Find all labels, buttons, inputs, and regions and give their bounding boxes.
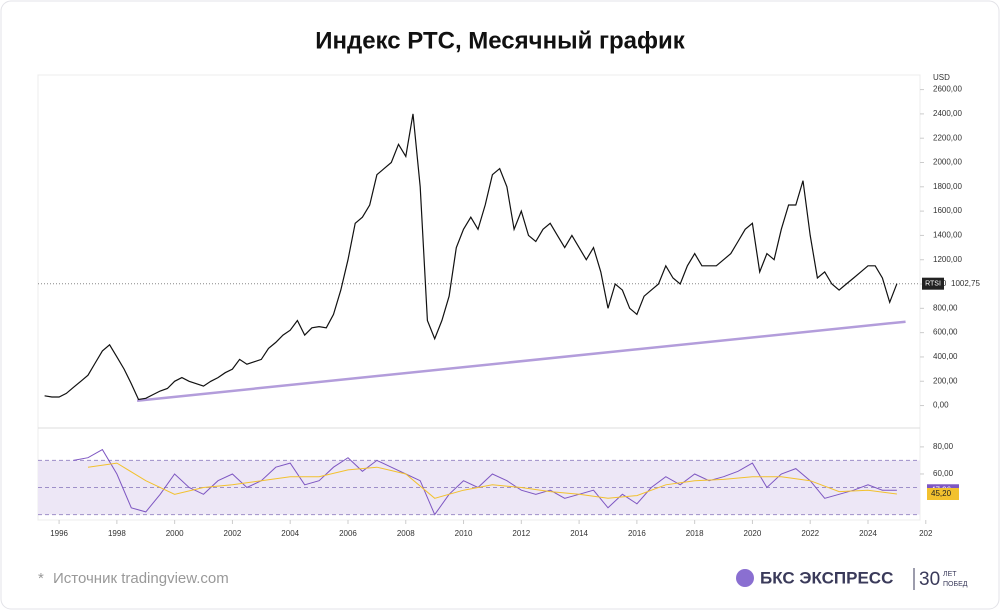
unit-label: USD (933, 73, 950, 82)
y-tick-label: 2400,00 (933, 109, 962, 118)
source: Источник tradingview.com (53, 570, 229, 587)
price-tag-bg (922, 277, 944, 290)
x-tick-label: 2012 (512, 529, 530, 538)
logo-icon (736, 569, 754, 587)
rsi-tag: 45,20 (931, 489, 952, 498)
x-tick-label: 2000 (166, 529, 184, 538)
x-tick-label: 2018 (686, 529, 704, 538)
y-tick-label: 60,00 (933, 469, 954, 478)
x-tick-label: 2010 (455, 529, 473, 538)
y-tick-label: 2000,00 (933, 158, 962, 167)
x-tick-label: 1996 (50, 529, 68, 538)
y-tick-label: 1400,00 (933, 231, 962, 240)
title: Индекс РТС, Месячный график (315, 27, 686, 54)
x-tick-label: 2002 (224, 529, 242, 538)
rsi-line (87, 462, 897, 499)
y-tick-label: 800,00 (933, 303, 958, 312)
anniversary: 30 (919, 569, 940, 590)
x-tick-label: 2008 (397, 529, 415, 538)
x-tick-label: 2022 (801, 529, 819, 538)
rsi-tag-bg (927, 488, 959, 501)
rsi-line (73, 448, 897, 516)
x-tick-label: 2004 (281, 529, 299, 538)
y-tick-label: 1600,00 (933, 206, 962, 215)
trendline (136, 320, 906, 402)
tagline: ПОБЕД (943, 581, 968, 588)
price-tag-bg (946, 277, 986, 290)
x-tick-label: 2024 (859, 529, 877, 538)
x-tick-label: 202 (919, 529, 933, 538)
footnote-mark: * (38, 570, 44, 587)
x-tick-label: 2014 (570, 529, 588, 538)
y-tick-label: 400,00 (933, 352, 958, 361)
x-tick-label: 2006 (339, 529, 357, 538)
x-tick-label: 2020 (744, 529, 762, 538)
y-tick-label: 200,00 (933, 376, 958, 385)
y-tick-label: 600,00 (933, 328, 958, 337)
y-tick-label: 80,00 (933, 442, 954, 451)
price-tag-name: RTSI (925, 281, 941, 288)
y-tick-label: 0,00 (933, 401, 949, 410)
price-line (44, 113, 898, 401)
y-tick-label: 2600,00 (933, 85, 962, 94)
chart-frame (37, 74, 921, 521)
x-tick-label: 1998 (108, 529, 126, 538)
y-tick-label: 2200,00 (933, 133, 962, 142)
y-tick-label: 1200,00 (933, 255, 962, 264)
y-tick-label: 1800,00 (933, 182, 962, 191)
price-tag: 1002,75 (951, 279, 980, 288)
tagline: ЛЕТ (943, 571, 957, 578)
x-tick-label: 2016 (628, 529, 646, 538)
brand: БКС ЭКСПРЕСС (760, 568, 893, 587)
